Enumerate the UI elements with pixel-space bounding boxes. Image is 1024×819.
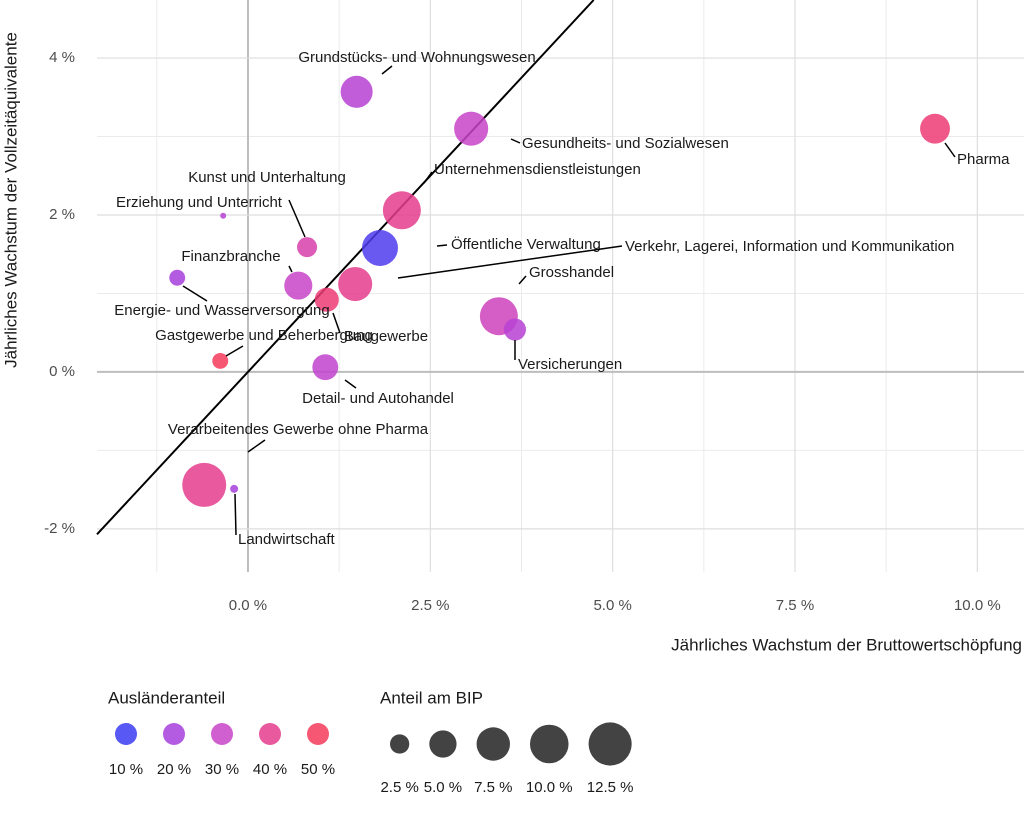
point-label: Pharma [957, 151, 1010, 168]
legend-label: 10 % [109, 761, 143, 778]
bubble [230, 484, 239, 493]
y-tick-label: 4 % [49, 49, 75, 66]
bubble [312, 354, 339, 381]
point-label: Grundstücks- und Wohnungswesen [298, 49, 535, 66]
bubble [920, 113, 950, 144]
bubble [338, 267, 373, 302]
legend-swatch [115, 723, 137, 745]
leader-line [518, 275, 527, 285]
bubble [382, 191, 421, 230]
legend-label: 40 % [253, 761, 287, 778]
legend-label: 10.0 % [526, 779, 573, 796]
legend-label: 2.5 % [380, 779, 418, 796]
leader-line [234, 493, 237, 536]
x-tick-label: 10.0 % [954, 597, 1001, 614]
point-label: Unternehmensdienstleistungen [434, 161, 641, 178]
legend-swatch [390, 734, 410, 754]
bubble [212, 352, 229, 369]
leader-line [944, 142, 956, 158]
size-legend-title: Anteil am BIP [380, 688, 483, 707]
bubble [169, 269, 186, 286]
x-tick-label: 0.0 % [229, 597, 267, 614]
point-label: Detail- und Autohandel [302, 390, 454, 407]
leader-line [288, 265, 293, 273]
bubble [220, 212, 227, 219]
x-tick-label: 7.5 % [776, 597, 814, 614]
point-label: Verarbeitendes Gewerbe ohne Pharma [168, 421, 429, 438]
legend-swatch [588, 722, 632, 766]
point-label: Grosshandel [529, 264, 614, 281]
legend-swatch [307, 723, 329, 745]
point-label: Energie- und Wasserversorgung [114, 302, 329, 319]
point-label: Öffentliche Verwaltung [451, 235, 601, 253]
leader-line [288, 199, 306, 238]
leader-line [182, 285, 208, 302]
legend-swatch [429, 730, 457, 758]
color-legend-title: Ausländeranteil [108, 688, 225, 707]
bubble [361, 229, 398, 266]
leader-line [397, 245, 623, 279]
legend-label: 30 % [205, 761, 239, 778]
legend-swatch [529, 724, 569, 764]
y-tick-label: 2 % [49, 206, 75, 223]
leader-line [344, 379, 357, 389]
leader-line [225, 345, 244, 357]
leader-line [436, 244, 448, 247]
leader-line [423, 171, 433, 184]
legend-swatch [211, 723, 233, 745]
point-label: Gesundheits- und Sozialwesen [522, 135, 729, 152]
bubble [340, 75, 373, 108]
x-axis-title: Jährliches Wachstum der Bruttowertschöpf… [671, 635, 1022, 654]
point-label: Verkehr, Lagerei, Information und Kommun… [625, 238, 954, 255]
legend-swatch [476, 727, 510, 761]
y-axis-title: Jährliches Wachstum der Vollzeitäquivale… [1, 32, 20, 368]
legend-swatch [163, 723, 185, 745]
bubble [297, 237, 318, 258]
point-label: Gastgewerbe und Beherbergung [155, 327, 373, 344]
leader-line [247, 439, 266, 453]
bubble [314, 287, 339, 312]
legend-label: 20 % [157, 761, 191, 778]
point-label: Baugewerbe [344, 328, 428, 345]
x-tick-label: 5.0 % [593, 597, 631, 614]
legend-label: 7.5 % [474, 779, 512, 796]
leader-line [381, 65, 393, 75]
point-label: Versicherungen [518, 356, 622, 373]
leader-line [332, 312, 341, 334]
legend-label: 12.5 % [587, 779, 634, 796]
legend-swatch [259, 723, 281, 745]
bubble [284, 271, 313, 300]
point-label: Landwirtschaft [238, 531, 336, 548]
bubble [454, 111, 489, 146]
leader-line [510, 138, 521, 144]
legend-label: 50 % [301, 761, 335, 778]
reference-line [96, 0, 595, 536]
point-label: Erziehung und Unterricht [116, 194, 283, 211]
y-tick-label: 0 % [49, 363, 75, 380]
bubble [503, 318, 526, 341]
legend-label: 5.0 % [424, 779, 462, 796]
y-tick-label: -2 % [44, 520, 75, 537]
bubble [182, 462, 227, 507]
point-label: Kunst und Unterhaltung [188, 169, 346, 186]
point-label: Finanzbranche [181, 248, 280, 265]
x-tick-label: 2.5 % [411, 597, 449, 614]
